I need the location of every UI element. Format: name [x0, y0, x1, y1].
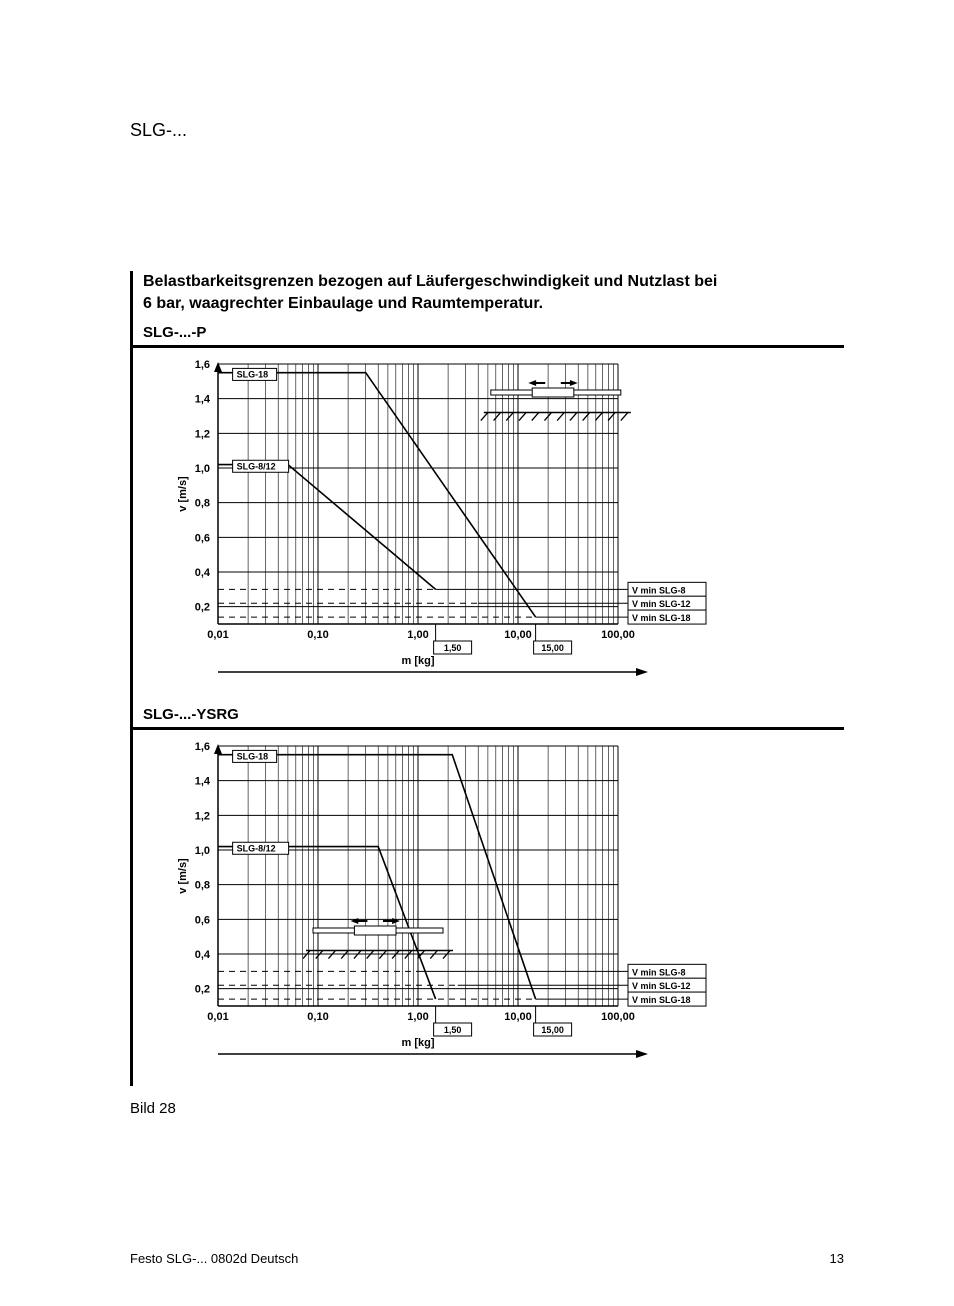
- svg-text:100,00: 100,00: [601, 629, 635, 641]
- svg-text:v [m/s]: v [m/s]: [177, 858, 189, 894]
- page-footer: Festo SLG-... 0802d Deutsch 13: [130, 1251, 844, 1266]
- svg-text:1,50: 1,50: [444, 1025, 462, 1035]
- svg-text:SLG-8/12: SLG-8/12: [237, 461, 276, 471]
- chart-2: 0,2 0,4 0,6 0,8 1,0 1,2 1,4 1,6 0,01 0,10 1,00 10,0…: [133, 730, 844, 1086]
- svg-text:0,01: 0,01: [207, 1011, 228, 1023]
- footer-left: Festo SLG-... 0802d Deutsch: [130, 1251, 298, 1266]
- svg-text:0,6: 0,6: [195, 915, 210, 927]
- chart-1: 0,2 0,4 0,6 0,8 1,0 1,2 1,4 1,6 0,01 0,10 1,00 10,0…: [133, 348, 844, 704]
- svg-text:0,4: 0,4: [195, 949, 211, 961]
- svg-text:m [kg]: m [kg]: [402, 1037, 435, 1049]
- svg-text:V min SLG-18: V min SLG-18: [632, 613, 691, 623]
- svg-text:m [kg]: m [kg]: [402, 655, 435, 667]
- svg-text:0,10: 0,10: [307, 629, 328, 641]
- svg-text:1,00: 1,00: [407, 1011, 428, 1023]
- svg-text:15,00: 15,00: [541, 1025, 564, 1035]
- svg-text:0,4: 0,4: [195, 567, 211, 579]
- svg-text:V min SLG-8: V min SLG-8: [632, 968, 686, 978]
- svg-text:0,8: 0,8: [195, 880, 210, 892]
- svg-text:100,00: 100,00: [601, 1011, 635, 1023]
- svg-text:1,0: 1,0: [195, 845, 210, 857]
- svg-text:V min SLG-18: V min SLG-18: [632, 995, 691, 1005]
- svg-text:V min SLG-12: V min SLG-12: [632, 599, 691, 609]
- footer-right: 13: [830, 1251, 844, 1266]
- svg-text:v [m/s]: v [m/s]: [177, 476, 189, 512]
- svg-text:1,00: 1,00: [407, 629, 428, 641]
- svg-text:0,10: 0,10: [307, 1011, 328, 1023]
- svg-text:15,00: 15,00: [541, 643, 564, 653]
- title-block: Belastbarkeitsgrenzen bezogen auf Läufer…: [133, 271, 844, 322]
- svg-text:10,00: 10,00: [504, 629, 532, 641]
- svg-text:0,2: 0,2: [195, 602, 210, 614]
- svg-text:0,8: 0,8: [195, 498, 210, 510]
- svg-text:10,00: 10,00: [504, 1011, 532, 1023]
- doc-header: SLG-...: [130, 120, 844, 141]
- title-line-2: 6 bar, waagrechter Einbaulage und Raumte…: [143, 295, 543, 312]
- svg-text:1,4: 1,4: [195, 776, 211, 788]
- svg-text:SLG-8/12: SLG-8/12: [237, 843, 276, 853]
- chart1-subtitle: SLG-...-P: [133, 322, 844, 345]
- svg-text:1,50: 1,50: [444, 643, 462, 653]
- title-line-1: Belastbarkeitsgrenzen bezogen auf Läufer…: [143, 273, 717, 290]
- svg-text:0,2: 0,2: [195, 984, 210, 996]
- svg-text:1,2: 1,2: [195, 429, 210, 441]
- chart2-subtitle: SLG-...-YSRG: [133, 704, 844, 727]
- svg-text:SLG-18: SLG-18: [237, 370, 269, 380]
- svg-text:V min SLG-8: V min SLG-8: [632, 586, 686, 596]
- svg-text:1,6: 1,6: [195, 359, 210, 371]
- svg-text:V min SLG-12: V min SLG-12: [632, 981, 691, 991]
- svg-text:SLG-18: SLG-18: [237, 752, 269, 762]
- svg-text:0,01: 0,01: [207, 629, 228, 641]
- svg-text:1,6: 1,6: [195, 741, 210, 753]
- svg-text:0,6: 0,6: [195, 533, 210, 545]
- content-block: Belastbarkeitsgrenzen bezogen auf Läufer…: [130, 271, 844, 1086]
- figure-caption: Bild 28: [130, 1100, 844, 1117]
- svg-text:1,4: 1,4: [195, 394, 211, 406]
- svg-text:1,0: 1,0: [195, 463, 210, 475]
- svg-text:1,2: 1,2: [195, 811, 210, 823]
